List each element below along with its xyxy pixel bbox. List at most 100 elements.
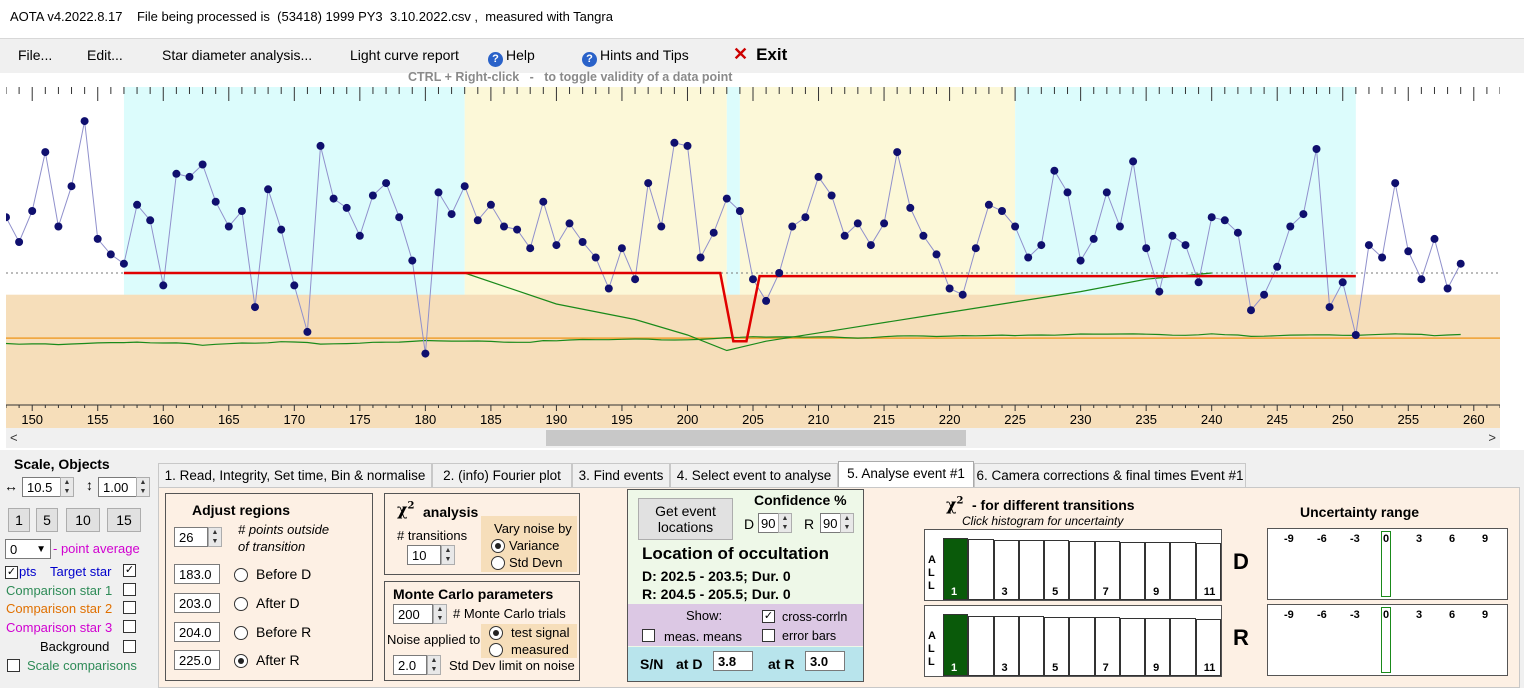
after-r-radio[interactable]	[234, 654, 248, 668]
data-point[interactable]	[6, 213, 10, 222]
data-point[interactable]	[958, 290, 967, 299]
histogram-bar[interactable]	[1195, 618, 1221, 676]
data-point[interactable]	[591, 253, 600, 262]
data-point[interactable]	[1024, 253, 1033, 262]
data-point[interactable]	[395, 213, 404, 222]
data-point[interactable]	[500, 222, 508, 231]
data-point[interactable]	[539, 197, 548, 206]
data-point[interactable]	[119, 259, 128, 268]
points-outside-input[interactable]: 26	[174, 527, 208, 547]
tab-select-event[interactable]: 4. Select event to analyse	[670, 463, 838, 487]
before-r-radio[interactable]	[234, 626, 248, 640]
data-point[interactable]	[198, 160, 207, 169]
data-point[interactable]	[1351, 331, 1360, 339]
uncertainty-r[interactable]: -9 -6 -3 0 3 6 9	[1267, 604, 1508, 676]
data-point[interactable]	[54, 222, 63, 231]
histogram-bar[interactable]	[1119, 541, 1146, 600]
data-point[interactable]	[853, 219, 862, 228]
x-scale-input[interactable]: 10.5	[22, 477, 62, 497]
menu-star-diameter[interactable]: Star diameter analysis...	[162, 47, 313, 63]
data-point[interactable]	[1194, 278, 1203, 287]
histogram-bar[interactable]	[1119, 617, 1146, 676]
target-star-checkbox[interactable]: ✓	[123, 564, 136, 577]
scroll-thumb[interactable]	[546, 430, 966, 446]
cross-corrln-checkbox[interactable]: ✓	[762, 610, 775, 623]
data-point[interactable]	[513, 225, 522, 234]
data-point[interactable]	[408, 256, 417, 265]
data-point[interactable]	[1233, 228, 1242, 237]
data-point[interactable]	[355, 231, 364, 240]
get-event-locations-button[interactable]: Get event locations	[638, 498, 733, 540]
data-point[interactable]	[578, 238, 587, 246]
histogram-bar[interactable]	[993, 616, 1019, 676]
histogram-bar[interactable]	[943, 538, 969, 600]
data-point[interactable]	[1181, 241, 1190, 250]
tab-find-events[interactable]: 3. Find events	[572, 463, 670, 487]
y-scale-input[interactable]: 1.00	[98, 477, 138, 497]
std-limit-input[interactable]: 2.0	[393, 655, 427, 675]
data-point[interactable]	[1037, 241, 1046, 250]
data-point[interactable]	[264, 185, 273, 194]
data-point[interactable]	[434, 188, 443, 197]
data-point[interactable]	[644, 179, 653, 188]
comparison-star-1-checkbox[interactable]	[123, 583, 136, 596]
data-point[interactable]	[1168, 231, 1177, 240]
data-point[interactable]	[382, 179, 391, 188]
data-point[interactable]	[473, 216, 482, 225]
confidence-r-input[interactable]: 90	[820, 513, 842, 533]
data-point[interactable]	[1338, 278, 1347, 287]
scroll-left-icon[interactable]: <	[10, 430, 18, 445]
data-point[interactable]	[827, 191, 836, 200]
before-d-radio[interactable]	[234, 568, 248, 582]
y-scale-stepper[interactable]: ▲ ▼	[136, 477, 150, 497]
data-point[interactable]	[224, 222, 233, 231]
test-signal-radio[interactable]	[489, 626, 503, 640]
after-d-radio[interactable]	[234, 597, 248, 611]
tab-camera-corrections[interactable]: 6. Camera corrections & final times Even…	[974, 463, 1246, 487]
histogram-bar[interactable]	[1170, 542, 1196, 600]
data-point[interactable]	[617, 244, 626, 253]
histogram-bar[interactable]	[1044, 540, 1070, 600]
after-r-value[interactable]: 225.0	[174, 650, 220, 670]
menu-exit[interactable]: ✕ Exit	[733, 44, 787, 65]
data-point[interactable]	[1456, 259, 1465, 268]
data-point[interactable]	[1286, 222, 1295, 231]
data-point[interactable]	[1273, 262, 1282, 271]
trials-stepper[interactable]: ▲ ▼	[433, 604, 447, 624]
menu-help[interactable]: ? Help	[488, 47, 535, 67]
histogram-bar[interactable]	[1018, 540, 1045, 600]
data-point[interactable]	[316, 141, 325, 150]
data-point[interactable]	[1325, 303, 1334, 312]
data-point[interactable]	[106, 250, 115, 259]
data-point[interactable]	[1089, 234, 1098, 243]
histogram-bar[interactable]	[1069, 617, 1095, 676]
data-point[interactable]	[840, 231, 849, 240]
data-point[interactable]	[1404, 247, 1413, 256]
data-point[interactable]	[919, 231, 928, 240]
data-point[interactable]	[447, 210, 456, 219]
data-point[interactable]	[998, 207, 1006, 215]
variance-radio[interactable]	[491, 539, 505, 553]
data-point[interactable]	[749, 275, 757, 284]
data-point[interactable]	[971, 244, 980, 253]
data-point[interactable]	[604, 284, 613, 293]
data-point[interactable]	[945, 284, 954, 293]
data-point[interactable]	[1050, 166, 1059, 175]
data-point[interactable]	[185, 172, 194, 181]
scale-button-5[interactable]: 5	[36, 508, 58, 532]
tab-analyse-event[interactable]: 5. Analyse event #1	[838, 461, 974, 488]
data-point[interactable]	[657, 222, 666, 231]
data-point[interactable]	[1220, 216, 1229, 225]
data-point[interactable]	[683, 141, 692, 150]
light-curve-chart[interactable]: 150 155 160 165 170 175 180 185 190 195 200 205 210 2…	[6, 87, 1500, 428]
background-checkbox[interactable]	[123, 640, 136, 653]
tab-read-integrity[interactable]: 1. Read, Integrity, Set time, Bin & norm…	[158, 463, 432, 487]
data-point[interactable]	[1378, 253, 1387, 262]
data-point[interactable]	[290, 281, 299, 290]
data-point[interactable]	[893, 148, 902, 157]
histogram-bar[interactable]	[1044, 617, 1070, 676]
data-point[interactable]	[303, 327, 312, 336]
transitions-stepper[interactable]: ▲ ▼	[441, 545, 455, 565]
histogram-bar[interactable]	[968, 615, 994, 676]
data-point[interactable]	[1115, 222, 1124, 231]
